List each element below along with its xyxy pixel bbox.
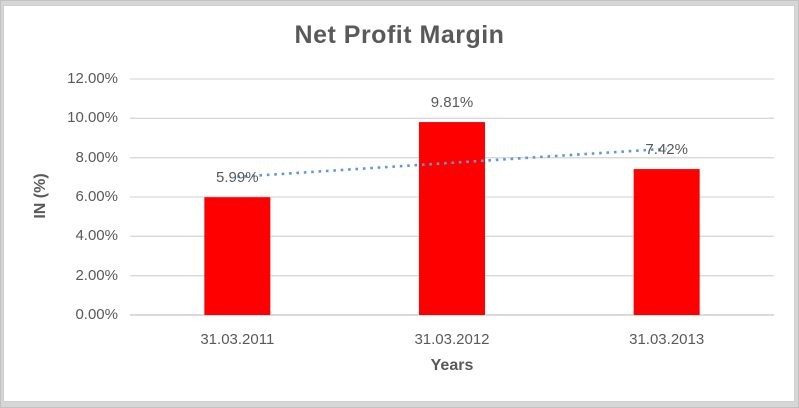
y-tick-label: 4.00% xyxy=(75,227,118,245)
bar-data-label: 9.81% xyxy=(430,94,474,112)
bar-31.03.2013 xyxy=(633,169,700,315)
bar-31.03.2011 xyxy=(204,197,271,315)
y-tick-label: 2.00% xyxy=(75,266,118,284)
x-tick-label: 31.03.2013 xyxy=(629,331,705,348)
y-tick-label: 12.00% xyxy=(67,70,118,87)
y-tick-label: 8.00% xyxy=(75,148,118,166)
y-tick-label: 6.00% xyxy=(75,188,118,205)
x-tick-label: 31.03.2011 xyxy=(200,331,275,348)
x-axis-title: Years xyxy=(430,357,474,374)
chart-title: Net Profit Margin xyxy=(294,21,505,49)
x-tick-label: 31.03.2012 xyxy=(414,331,490,348)
bar-data-label: 7.42% xyxy=(645,141,688,159)
y-tick-label: 0.00% xyxy=(75,306,118,323)
bar-data-label: 5.99% xyxy=(216,169,259,187)
trendline xyxy=(237,147,667,179)
y-tick-label: 10.00% xyxy=(67,109,118,127)
bar-31.03.2012 xyxy=(419,122,485,315)
